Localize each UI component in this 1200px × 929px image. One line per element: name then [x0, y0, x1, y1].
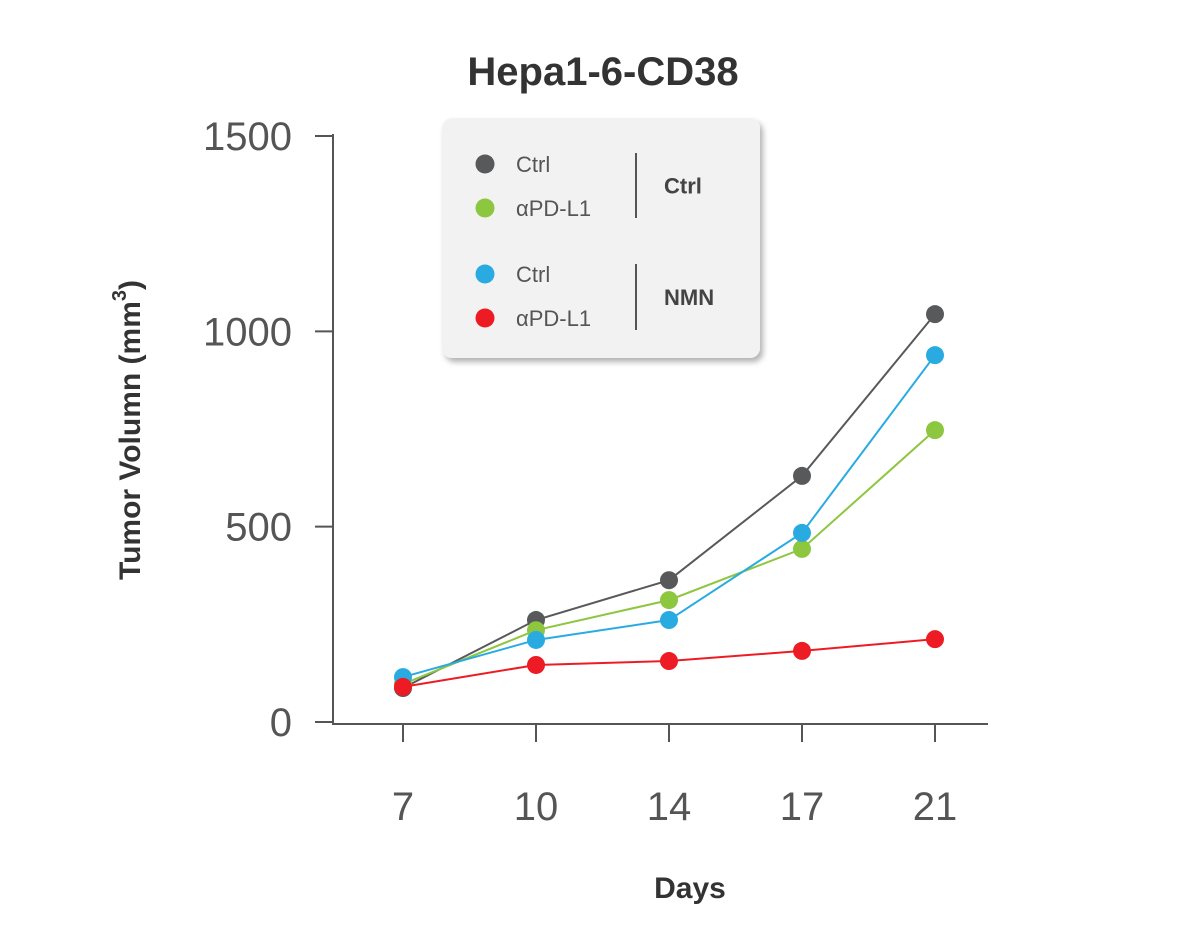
- legend-label: αPD-L1: [516, 196, 591, 221]
- y-tick-label: 1500: [203, 115, 292, 159]
- data-point: [793, 523, 811, 542]
- y-tick-label: 500: [225, 506, 292, 550]
- data-point: [793, 539, 811, 558]
- data-point: [527, 655, 545, 674]
- legend: Ctrl αPD-L1 Ctrl αPD-L1 Ctrl NMN: [442, 118, 760, 358]
- x-tick-label: 17: [780, 785, 825, 829]
- legend-marker: [475, 308, 495, 328]
- data-point: [926, 346, 944, 365]
- x-axis-label: Days: [654, 872, 726, 905]
- data-point: [926, 421, 944, 440]
- legend-box: [442, 118, 760, 358]
- legend-label: Ctrl: [516, 262, 550, 287]
- data-point: [926, 630, 944, 649]
- chart-title: Hepa1-6-CD38: [467, 50, 738, 94]
- series-3: [394, 630, 944, 696]
- data-point: [394, 677, 412, 696]
- x-tick-label: 7: [392, 785, 414, 829]
- data-point: [660, 611, 678, 630]
- data-point: [793, 466, 811, 485]
- data-point: [660, 591, 678, 610]
- data-point: [926, 305, 944, 324]
- data-point: [660, 652, 678, 671]
- legend-group-label: Ctrl: [664, 174, 702, 199]
- legend-marker: [475, 198, 495, 218]
- y-tick-label: 0: [270, 701, 292, 745]
- data-point: [660, 571, 678, 590]
- legend-label: Ctrl: [516, 152, 550, 177]
- x-tick-label: 21: [913, 785, 958, 829]
- series-2: [394, 346, 944, 687]
- legend-marker: [475, 264, 495, 284]
- legend-label: αPD-L1: [516, 306, 591, 331]
- data-point: [793, 641, 811, 660]
- legend-group-label: NMN: [664, 285, 714, 310]
- legend-marker: [475, 154, 495, 174]
- x-tick-label: 14: [647, 785, 692, 829]
- y-axis-label: Tumor Volumn (mm3): [109, 280, 147, 580]
- x-tick-label: 10: [514, 785, 559, 829]
- y-tick-label: 1000: [203, 310, 292, 354]
- data-point: [527, 630, 545, 649]
- series-0: [394, 305, 944, 698]
